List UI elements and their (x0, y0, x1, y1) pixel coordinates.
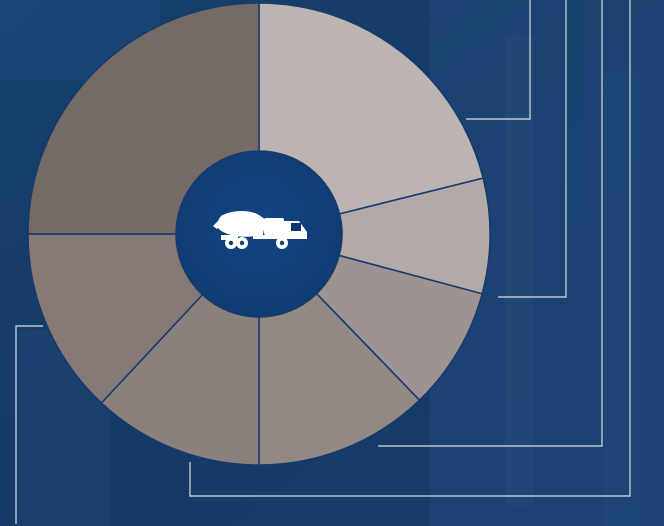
leader-lines (15, 0, 631, 524)
leader-line-right-3 (378, 0, 603, 447)
leader-line-bottom (189, 0, 631, 497)
leader-line-right-1 (466, 0, 531, 120)
hub-group (177, 152, 341, 316)
wheel-segment-7 (27, 2, 260, 235)
segment-wheel (27, 2, 491, 466)
concrete-mixer-truck-icon (213, 210, 307, 249)
leader-line-right-2 (498, 0, 567, 298)
wheel-segment-1 (258, 2, 485, 215)
leader-line-left (15, 325, 43, 524)
wheel-segment-6 (27, 233, 204, 405)
wheel-segment-5 (100, 293, 260, 466)
wheel-segment-4 (258, 292, 421, 466)
